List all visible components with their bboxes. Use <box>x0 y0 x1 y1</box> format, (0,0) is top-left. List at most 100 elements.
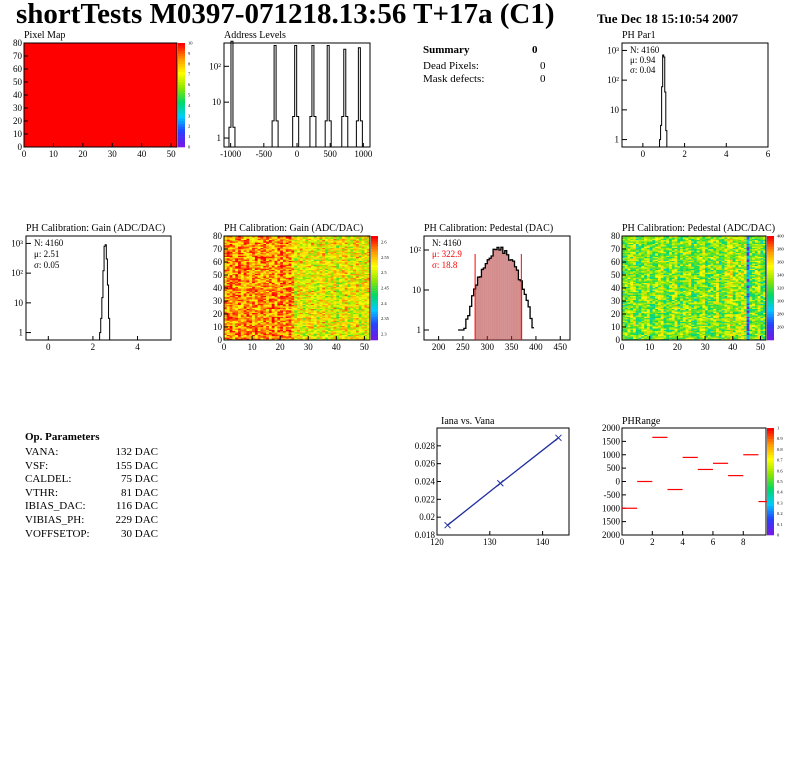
heatmap-cell <box>294 252 298 255</box>
heatmap-cell <box>624 315 628 317</box>
heatmap-cell <box>257 243 261 246</box>
heatmap-cell <box>243 272 247 274</box>
heatmap-cell <box>291 311 295 313</box>
heatmap-cell <box>633 277 637 280</box>
x-tick-label: 0 <box>295 149 300 159</box>
heatmap-cell <box>341 245 345 247</box>
heatmap-cell <box>364 294 368 296</box>
heatmap-cell <box>319 315 323 317</box>
heatmap-cell <box>350 284 354 286</box>
heatmap-cell <box>319 333 323 335</box>
heatmap-cell <box>327 312 331 315</box>
heatmap-cell <box>313 237 317 239</box>
heatmap-cell <box>224 282 228 285</box>
op-param-value: 132 DAC <box>115 446 158 458</box>
op-param-label: VTHR: <box>25 486 58 499</box>
heatmap-cell <box>226 294 230 296</box>
heatmap-cell <box>260 324 264 326</box>
heatmap-cell <box>297 316 301 319</box>
heatmap-cell <box>638 284 642 286</box>
heatmap-cell <box>638 237 642 239</box>
heatmap-cell <box>249 295 253 298</box>
heatmap-cell <box>330 278 334 281</box>
heatmap-cell <box>263 319 267 321</box>
heatmap-cell <box>319 332 323 334</box>
heatmap-cell <box>313 334 317 337</box>
heatmap-cell <box>285 273 289 276</box>
heatmap-cell <box>355 316 359 319</box>
heatmap-cell <box>257 298 261 300</box>
heatmap-cell <box>263 329 267 332</box>
heatmap-cell <box>311 263 315 265</box>
heatmap-cell <box>232 290 236 293</box>
heatmap-cell <box>252 273 256 276</box>
heatmap-cell <box>232 263 236 265</box>
heatmap-cell <box>367 236 371 238</box>
heatmap-cell <box>339 288 343 290</box>
heatmap-cell <box>367 307 371 309</box>
heatmap-cell <box>638 312 642 315</box>
heatmap-cell <box>254 291 258 294</box>
heatmap-cell <box>229 246 233 248</box>
heatmap-cell <box>252 271 256 273</box>
heatmap-cell <box>336 304 340 307</box>
heatmap-cell <box>322 307 326 309</box>
heatmap-cell <box>347 311 351 313</box>
heatmap-cell <box>305 256 309 259</box>
heatmap-cell <box>274 256 278 259</box>
heatmap-cell <box>235 265 239 268</box>
heatmap-cell <box>249 241 253 243</box>
heatmap-cell <box>305 330 309 333</box>
heatmap-cell <box>353 254 357 256</box>
heatmap-cell <box>297 285 301 287</box>
heatmap-cell <box>274 236 278 238</box>
heatmap-cell <box>238 324 242 326</box>
heatmap-cell <box>263 251 267 254</box>
heatmap-cell <box>294 306 298 308</box>
heatmap-cell <box>624 297 628 299</box>
heatmap-cell <box>288 242 292 244</box>
heatmap-cell <box>224 254 228 256</box>
heatmap-cell <box>263 338 267 341</box>
heatmap-cell <box>336 238 340 241</box>
heatmap-cell <box>322 242 326 244</box>
heatmap-cell <box>633 250 637 252</box>
heatmap-cell <box>229 241 233 243</box>
heatmap-cell <box>226 276 230 278</box>
heatmap-cell <box>277 320 281 322</box>
heatmap-cell <box>353 289 357 291</box>
heatmap-cell <box>263 263 267 265</box>
heatmap-cell <box>355 299 359 302</box>
heatmap-cell <box>235 241 239 243</box>
heatmap-cell <box>282 278 286 281</box>
heatmap-cell <box>630 308 634 311</box>
heatmap-cell <box>325 267 329 269</box>
heatmap-cell <box>282 284 286 286</box>
heatmap-cell <box>336 242 340 244</box>
heatmap-cell <box>243 252 247 255</box>
heatmap-cell <box>316 310 320 312</box>
heatmap-cell <box>263 316 267 319</box>
heatmap-cell <box>333 282 337 285</box>
heatmap-cell <box>638 285 642 287</box>
heatmap-cell <box>260 333 264 335</box>
heatmap-cell <box>266 252 270 255</box>
heatmap-cell <box>308 262 312 264</box>
heatmap-cell <box>224 298 228 300</box>
heatmap-cell <box>238 265 242 268</box>
heatmap-cell <box>635 286 639 289</box>
hist-peak <box>228 40 236 147</box>
heatmap-cell <box>353 285 357 287</box>
heatmap-cell <box>627 236 631 238</box>
heatmap-cell <box>232 239 236 242</box>
heatmap-cell <box>257 321 261 324</box>
heatmap-cell <box>353 315 357 317</box>
heatmap-cell <box>622 299 625 302</box>
heatmap-cell <box>229 299 233 302</box>
heatmap-cell <box>226 259 230 261</box>
heatmap-cell <box>361 267 365 269</box>
heatmap-cell <box>624 238 628 241</box>
heatmap-cell <box>350 242 354 244</box>
heatmap-cell <box>229 306 233 308</box>
heatmap-cell <box>333 243 337 246</box>
